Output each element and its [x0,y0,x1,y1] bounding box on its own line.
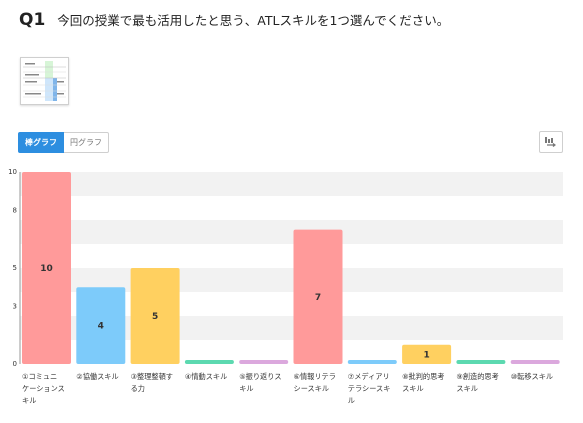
grid-band [20,220,563,244]
bar-value-label: 7 [315,293,321,303]
bar-value-label: 1 [423,350,429,360]
bar[interactable] [456,360,506,364]
y-tick-label: 3 [13,302,17,310]
bar-chart-tab[interactable]: 棒グラフ [18,132,64,153]
x-category-label: テラシースキ [348,384,391,393]
bar[interactable] [510,360,560,364]
bar[interactable] [239,360,289,364]
question-header: Q1 今回の授業で最も活用したと思う、ATLスキルを1つ選んでください。 [19,10,449,30]
x-category-label: る力 [131,384,145,393]
bar-chart-svg: 03581010①コミュニケーションスキル4②協働スキル5③整理整頓する力④情動… [8,168,563,405]
x-category-label: ル [348,396,355,405]
question-text: 今回の授業で最も活用したと思う、ATLスキルを1つ選んでください。 [57,13,450,28]
bar[interactable] [76,287,126,364]
y-tick-label: 5 [13,264,17,272]
x-category-label: ①コミュニ [22,372,57,381]
x-category-label: ⑤振り返りス [239,372,281,381]
x-category-label: ⑦メディアリ [348,372,390,381]
x-category-label: ④情動スキル [185,372,227,381]
bar-value-label: 10 [40,264,53,274]
x-category-label: ②協働スキル [76,372,118,381]
pie-chart-tab[interactable]: 円グラフ [64,132,109,153]
question-number: Q1 [19,10,46,30]
download-button[interactable] [539,131,563,153]
bar[interactable] [130,268,180,364]
bar[interactable] [184,360,234,364]
y-tick-label: 0 [13,360,17,368]
x-category-label: ⑨創造的思考 [456,372,498,381]
x-category-label: ⑥情報リテラ [294,372,336,381]
bar-value-label: 5 [152,312,158,322]
bar-chart: 0 3 5 8 10 10 ①コミュニ ケーションス キル 4 ②協働スキル 5 ③整理整頓す る力 ④情動… [0,160,583,419]
bar[interactable] [402,344,452,364]
y-tick-label: 8 [13,206,17,214]
x-category-label: キル [22,396,36,405]
x-category-label: ⑩転移スキル [511,372,553,381]
x-category-label: ケーションス [22,384,65,393]
chart-type-toggle: 棒グラフ 円グラフ [18,132,109,153]
x-category-label: キル [239,384,253,393]
x-category-label: スキル [456,384,478,393]
bar[interactable] [293,229,343,364]
table-thumbnail-icon[interactable] [20,57,69,105]
y-tick-label: 10 [8,168,17,176]
x-category-label: ⑧批判的思考 [402,372,444,381]
download-icon [545,137,556,147]
bar[interactable] [22,172,71,364]
bar-value-label: 4 [98,322,104,332]
x-category-label: スキル [402,384,424,393]
x-category-label: シースキル [294,384,330,393]
bar[interactable] [347,360,397,364]
grid-band [20,172,563,196]
x-category-label: ③整理整頓す [131,372,173,381]
